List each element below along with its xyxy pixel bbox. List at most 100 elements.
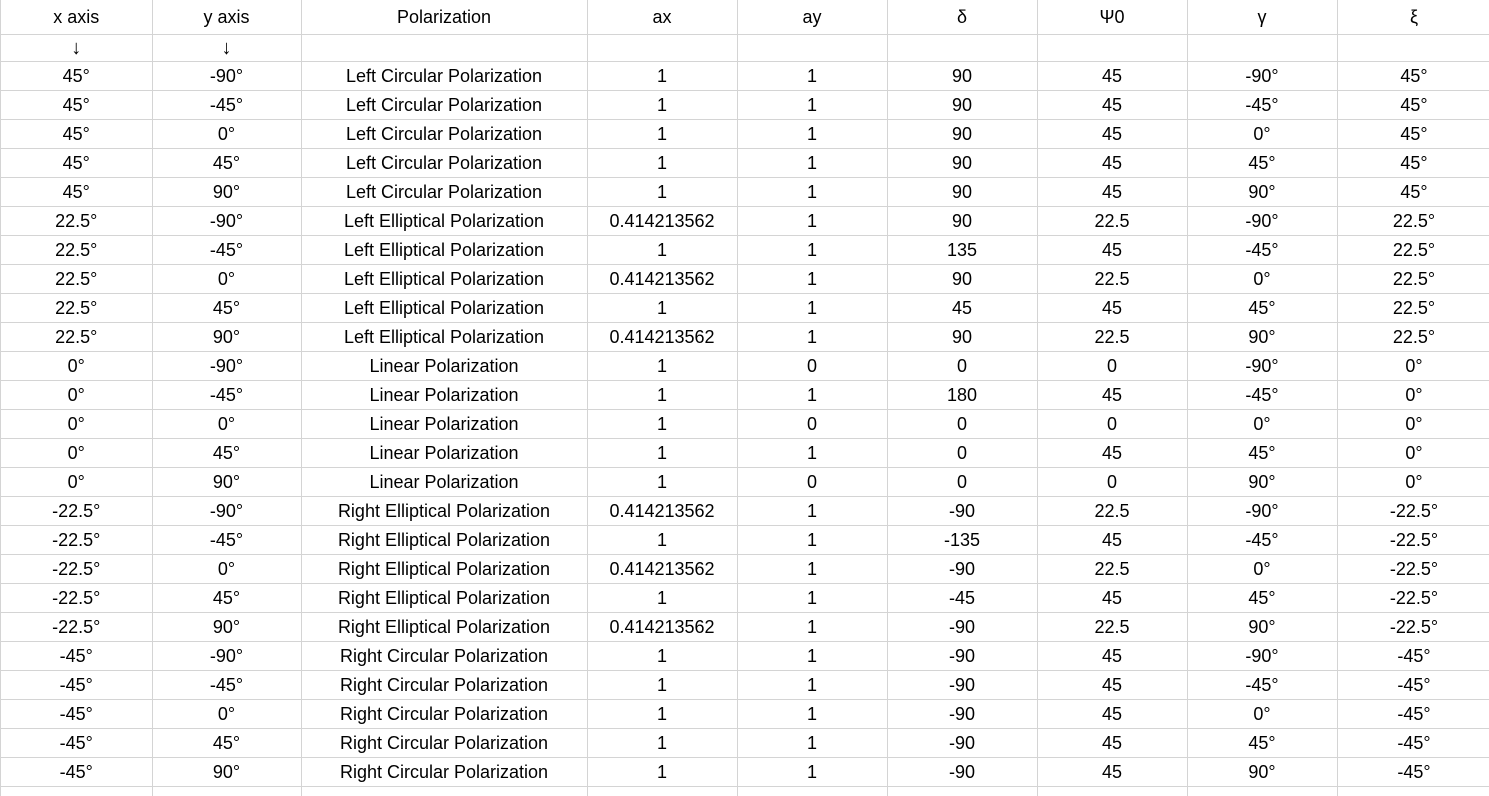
- cell-gamma[interactable]: -45°: [1187, 380, 1338, 410]
- cell-delta[interactable]: [887, 786, 1038, 796]
- cell-x-axis[interactable]: 0°: [1, 409, 153, 439]
- cell-x-axis[interactable]: 0°: [1, 380, 153, 410]
- cell-gamma[interactable]: 90°: [1187, 757, 1338, 787]
- cell-gamma[interactable]: 0°: [1187, 409, 1338, 439]
- empty-cell[interactable]: [887, 34, 1038, 62]
- cell-gamma[interactable]: 45°: [1187, 583, 1338, 613]
- cell-polarization[interactable]: Right Elliptical Polarization: [301, 525, 588, 555]
- cell-psi0[interactable]: 45: [1037, 235, 1188, 265]
- cell-ax[interactable]: 1: [587, 119, 738, 149]
- cell-psi0[interactable]: 45: [1037, 293, 1188, 323]
- cell-y-axis[interactable]: -45°: [152, 670, 302, 700]
- cell-gamma[interactable]: 45°: [1187, 293, 1338, 323]
- cell-gamma[interactable]: 45°: [1187, 438, 1338, 468]
- cell-ay[interactable]: 1: [737, 380, 888, 410]
- cell-polarization[interactable]: Right Elliptical Polarization: [301, 612, 588, 642]
- cell-x-axis[interactable]: -45°: [1, 670, 153, 700]
- cell-ax[interactable]: 1: [587, 641, 738, 671]
- cell-ay[interactable]: 1: [737, 612, 888, 642]
- cell-delta[interactable]: 90: [887, 61, 1038, 91]
- cell-psi0[interactable]: 45: [1037, 119, 1188, 149]
- cell-delta[interactable]: 0: [887, 467, 1038, 497]
- cell-delta[interactable]: 0: [887, 351, 1038, 381]
- cell-ax[interactable]: 1: [587, 757, 738, 787]
- cell-x-axis[interactable]: -45°: [1, 699, 153, 729]
- cell-delta[interactable]: 90: [887, 119, 1038, 149]
- cell-y-axis[interactable]: -90°: [152, 61, 302, 91]
- cell-y-axis[interactable]: -45°: [152, 90, 302, 120]
- header-cell-xi[interactable]: ξ: [1337, 0, 1489, 35]
- cell-xi[interactable]: -22.5°: [1337, 554, 1489, 584]
- down-arrow-icon[interactable]: ↓: [1, 34, 153, 62]
- cell-x-axis[interactable]: 45°: [1, 148, 153, 178]
- cell-polarization[interactable]: Right Elliptical Polarization: [301, 496, 588, 526]
- cell-ay[interactable]: 1: [737, 554, 888, 584]
- cell-gamma[interactable]: -45°: [1187, 525, 1338, 555]
- cell-y-axis[interactable]: 90°: [152, 177, 302, 207]
- cell-ax[interactable]: 1: [587, 235, 738, 265]
- cell-polarization[interactable]: Left Circular Polarization: [301, 148, 588, 178]
- cell-ax[interactable]: 1: [587, 293, 738, 323]
- cell-polarization[interactable]: Left Elliptical Polarization: [301, 264, 588, 294]
- cell-xi[interactable]: -22.5°: [1337, 612, 1489, 642]
- cell-xi[interactable]: -22.5°: [1337, 525, 1489, 555]
- cell-ay[interactable]: [737, 786, 888, 796]
- cell-psi0[interactable]: 22.5: [1037, 496, 1188, 526]
- cell-polarization[interactable]: Left Elliptical Polarization: [301, 235, 588, 265]
- cell-x-axis[interactable]: 0°: [1, 467, 153, 497]
- cell-ax[interactable]: 0.414213562: [587, 554, 738, 584]
- header-cell-y-axis[interactable]: y axis: [152, 0, 302, 35]
- cell-delta[interactable]: -135: [887, 525, 1038, 555]
- cell-y-axis[interactable]: -90°: [152, 641, 302, 671]
- empty-cell[interactable]: [1187, 34, 1338, 62]
- cell-ay[interactable]: 0: [737, 409, 888, 439]
- cell-y-axis[interactable]: 0°: [152, 264, 302, 294]
- cell-polarization[interactable]: Left Circular Polarization: [301, 119, 588, 149]
- cell-delta[interactable]: -90: [887, 757, 1038, 787]
- cell-y-axis[interactable]: 0°: [152, 699, 302, 729]
- empty-cell[interactable]: [1337, 34, 1489, 62]
- cell-polarization[interactable]: Linear Polarization: [301, 351, 588, 381]
- cell-gamma[interactable]: 0°: [1187, 554, 1338, 584]
- cell-ay[interactable]: 1: [737, 264, 888, 294]
- cell-polarization[interactable]: Right Elliptical Polarization: [301, 583, 588, 613]
- cell-x-axis[interactable]: -22.5°: [1, 525, 153, 555]
- cell-psi0[interactable]: 45: [1037, 757, 1188, 787]
- cell-x-axis[interactable]: 22.5°: [1, 322, 153, 352]
- cell-ay[interactable]: 1: [737, 119, 888, 149]
- cell-ax[interactable]: 1: [587, 409, 738, 439]
- cell-xi[interactable]: -45°: [1337, 757, 1489, 787]
- cell-gamma[interactable]: 45°: [1187, 728, 1338, 758]
- cell-delta[interactable]: -90: [887, 612, 1038, 642]
- empty-cell[interactable]: [301, 34, 588, 62]
- header-cell-ay[interactable]: ay: [737, 0, 888, 35]
- cell-x-axis[interactable]: -45°: [1, 757, 153, 787]
- cell-polarization[interactable]: Left Elliptical Polarization: [301, 293, 588, 323]
- cell-ax[interactable]: 1: [587, 583, 738, 613]
- cell-x-axis[interactable]: 0°: [1, 438, 153, 468]
- cell-x-axis[interactable]: -22.5°: [1, 612, 153, 642]
- down-arrow-icon[interactable]: ↓: [152, 34, 302, 62]
- cell-x-axis[interactable]: -45°: [1, 641, 153, 671]
- cell-y-axis[interactable]: 0°: [152, 554, 302, 584]
- cell-psi0[interactable]: 22.5: [1037, 322, 1188, 352]
- cell-xi[interactable]: [1337, 786, 1489, 796]
- cell-xi[interactable]: 0°: [1337, 409, 1489, 439]
- cell-xi[interactable]: 22.5°: [1337, 264, 1489, 294]
- cell-ay[interactable]: 1: [737, 322, 888, 352]
- cell-gamma[interactable]: [1187, 786, 1338, 796]
- header-cell-gamma[interactable]: γ: [1187, 0, 1338, 35]
- cell-psi0[interactable]: 45: [1037, 90, 1188, 120]
- cell-delta[interactable]: 135: [887, 235, 1038, 265]
- cell-y-axis[interactable]: 90°: [152, 467, 302, 497]
- cell-xi[interactable]: -22.5°: [1337, 496, 1489, 526]
- cell-polarization[interactable]: Linear Polarization: [301, 409, 588, 439]
- cell-y-axis[interactable]: -90°: [152, 206, 302, 236]
- cell-xi[interactable]: -45°: [1337, 699, 1489, 729]
- cell-xi[interactable]: 45°: [1337, 148, 1489, 178]
- cell-gamma[interactable]: 90°: [1187, 322, 1338, 352]
- cell-polarization[interactable]: Right Circular Polarization: [301, 757, 588, 787]
- cell-delta[interactable]: 90: [887, 148, 1038, 178]
- cell-x-axis[interactable]: -22.5°: [1, 554, 153, 584]
- cell-polarization[interactable]: Left Elliptical Polarization: [301, 206, 588, 236]
